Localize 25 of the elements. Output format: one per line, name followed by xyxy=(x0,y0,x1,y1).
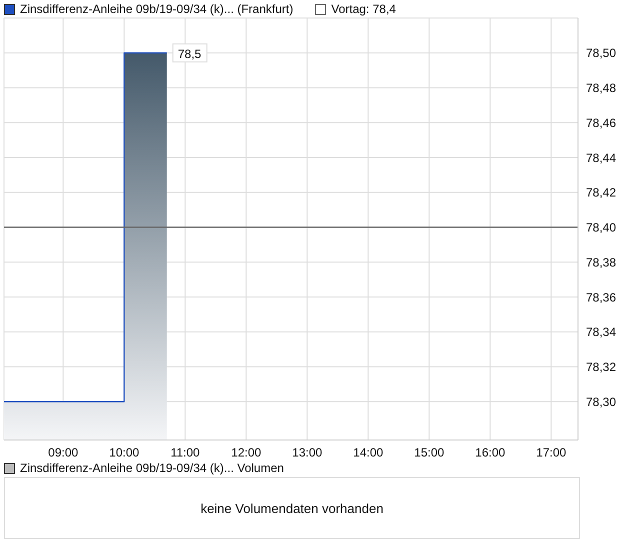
y-tick-label: 78,36 xyxy=(586,290,616,304)
y-tick-label: 78,46 xyxy=(586,116,616,130)
legend-label: Vortag: 78,4 xyxy=(330,2,396,16)
x-tick-label: 09:00 xyxy=(48,446,79,460)
text: keine Volumendaten vorhanden xyxy=(4,477,580,539)
x-tick-label: 10:00 xyxy=(109,446,140,460)
x-tick-label: 13:00 xyxy=(292,446,323,460)
y-tick-label: 78,44 xyxy=(586,150,616,165)
x-tick-label: 15:00 xyxy=(414,446,444,460)
y-tick-label: 78,32 xyxy=(586,360,616,374)
y-tick-label: 78,48 xyxy=(586,81,616,96)
text: Zinsdifferenz-Anleihe 09b/19-09/34 (k)... Volumen xyxy=(19,461,284,475)
x-tick-label: 17:00 xyxy=(536,446,566,460)
y-tick-label: 78,34 xyxy=(586,325,616,340)
x-tick-label: 11:00 xyxy=(170,446,200,460)
y-tick-label: 78,50 xyxy=(586,46,616,60)
x-tick-label: 14:00 xyxy=(353,446,384,460)
y-tick-label: 78,42 xyxy=(586,186,616,200)
x-tick-label: 16:00 xyxy=(475,446,506,460)
annotation: 78,5 xyxy=(178,46,202,61)
x-tick-label: 12:00 xyxy=(231,446,262,460)
y-tick-label: 78,38 xyxy=(586,255,616,270)
y-tick-label: 78,30 xyxy=(586,394,616,409)
y-tick-label: 78,40 xyxy=(586,220,616,235)
legend-label: Zinsdifferenz-Anleihe 09b/19-09/34 (k)... (Frankfurt) xyxy=(19,2,294,16)
